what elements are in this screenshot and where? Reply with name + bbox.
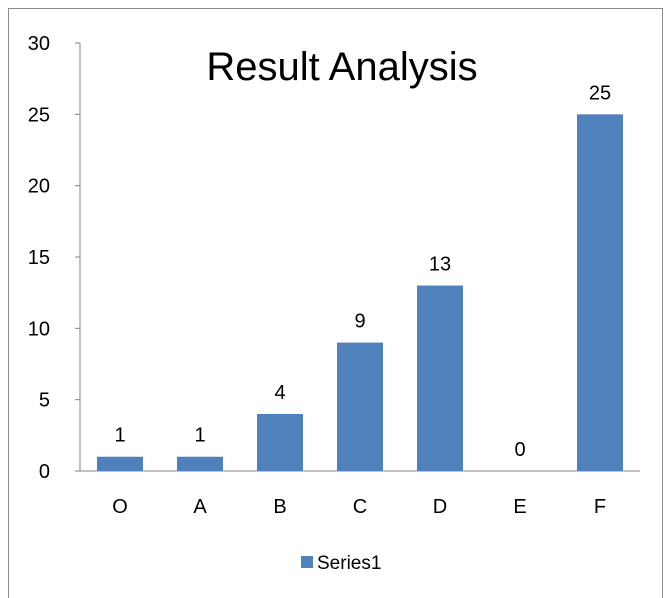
y-tick-label: 15 <box>28 247 50 269</box>
y-tick-label: 0 <box>39 461 50 483</box>
data-label-D: 13 <box>429 254 451 276</box>
data-label-F: 25 <box>589 82 611 104</box>
y-tick-label: 25 <box>28 104 50 126</box>
data-label-C: 9 <box>354 311 365 333</box>
category-label-O: O <box>112 496 128 518</box>
bar-F <box>577 114 623 471</box>
category-label-B: B <box>273 496 286 518</box>
data-label-E: 0 <box>514 439 525 461</box>
chart-frame <box>8 8 663 598</box>
bar-O <box>97 456 143 471</box>
bar-C <box>337 342 383 471</box>
y-tick-label: 20 <box>28 176 50 198</box>
category-label-E: E <box>513 496 526 518</box>
bar-D <box>417 285 463 471</box>
y-tick-label: 5 <box>39 390 50 412</box>
bar-A <box>177 456 223 471</box>
data-label-O: 1 <box>114 425 125 447</box>
category-label-C: C <box>353 496 367 518</box>
category-label-F: F <box>594 496 606 518</box>
y-axis-ticks: 0 5 10 15 20 25 30 <box>28 33 80 483</box>
bar-B <box>257 413 303 471</box>
category-label-D: D <box>433 496 447 518</box>
legend-label: Series1 <box>317 553 381 574</box>
legend: Series1 <box>301 553 381 574</box>
data-labels: 1 1 4 9 13 0 25 <box>114 82 611 461</box>
y-tick-label: 10 <box>28 318 50 340</box>
data-label-B: 4 <box>274 382 285 404</box>
legend-swatch <box>301 556 313 568</box>
chart-title: Result Analysis <box>206 45 477 89</box>
category-label-A: A <box>193 496 207 518</box>
y-tick-label: 30 <box>28 33 50 55</box>
data-label-A: 1 <box>194 425 205 447</box>
bar-series <box>97 114 623 471</box>
